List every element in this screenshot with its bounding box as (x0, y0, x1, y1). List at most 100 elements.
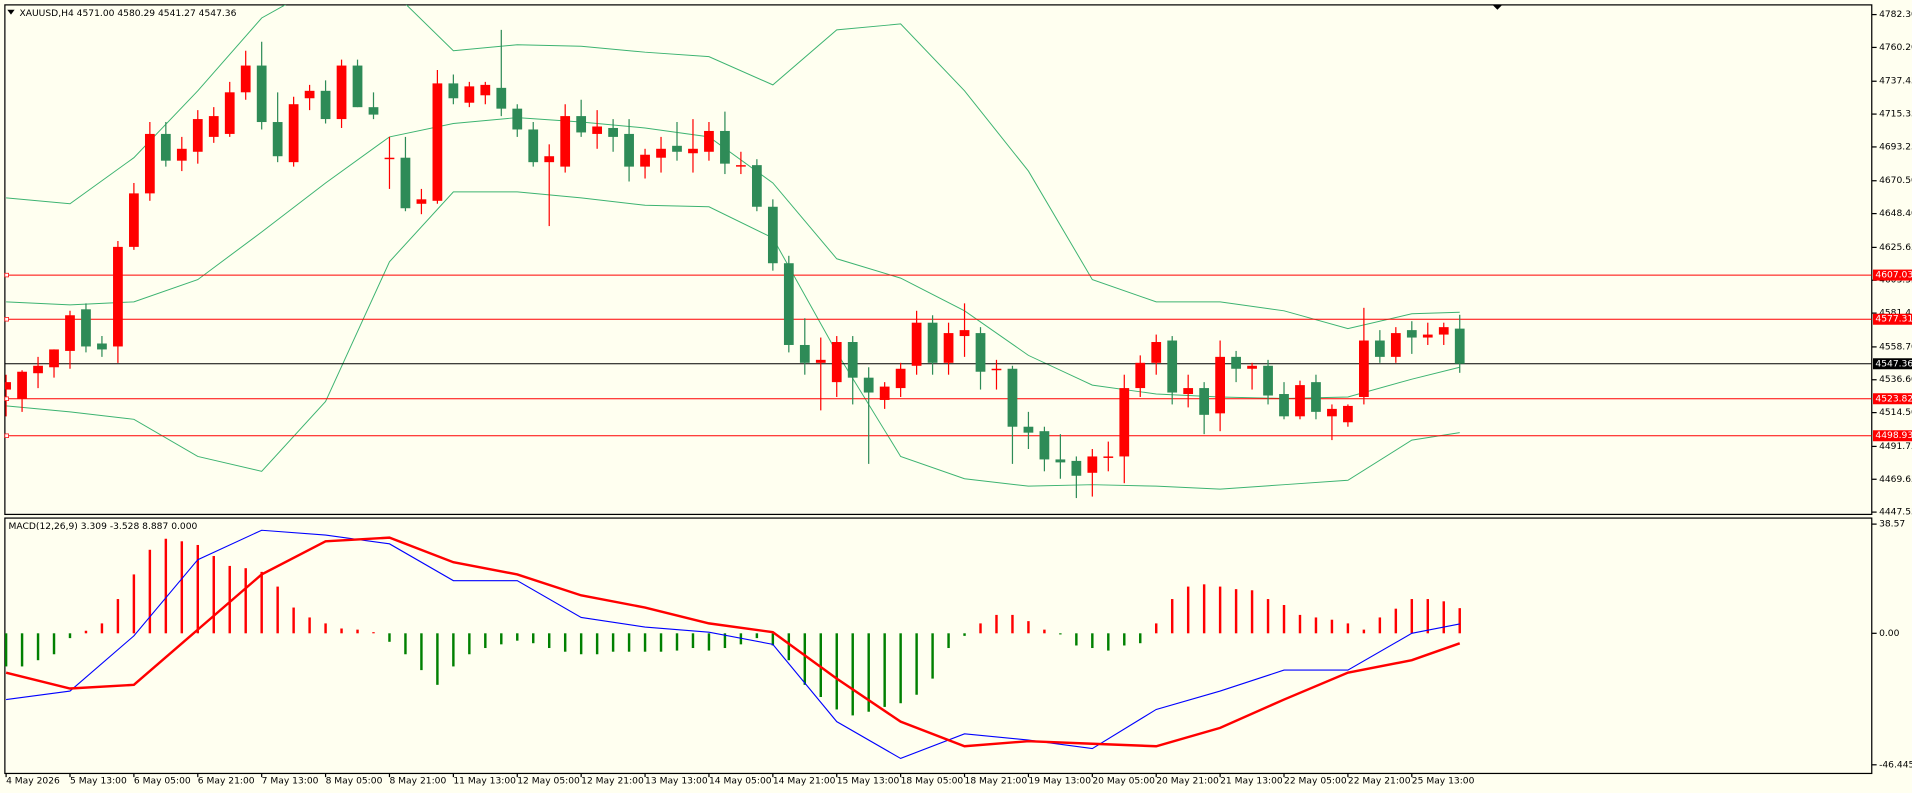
y-tick-label: 4447.55 (1879, 508, 1912, 518)
histogram-bar (4, 633, 8, 667)
histogram-bar (1059, 633, 1062, 635)
candle-body (544, 156, 555, 163)
y-tick-label: 4514.50 (1879, 408, 1912, 418)
candle-body (1343, 405, 1353, 423)
candle-body (640, 154, 650, 167)
histogram-bar (1107, 633, 1110, 651)
main-pane (4, 4, 1873, 516)
candle-body (943, 333, 954, 363)
candle-body (288, 104, 299, 163)
x-tick-label: 5 May 13:00 (70, 776, 127, 786)
x-tick-label: 18 May 05:00 (901, 776, 964, 786)
histogram-bar (148, 549, 152, 634)
candle-body (1390, 333, 1401, 357)
candle-body (1007, 368, 1018, 427)
histogram-bar (228, 565, 231, 634)
histogram-bar (180, 541, 184, 634)
candle-body (975, 333, 986, 372)
candle-body (81, 309, 91, 347)
histogram-bar (212, 556, 215, 634)
x-tick-label: 14 May 05:00 (709, 776, 772, 786)
candle-body (336, 65, 347, 120)
histogram-bar (1458, 608, 1461, 634)
candle-body (1119, 388, 1130, 457)
histogram-bar (1394, 608, 1398, 634)
histogram-bar (595, 633, 599, 655)
candle-body (1039, 431, 1050, 460)
candle-body (4, 382, 11, 390)
level-marker (4, 433, 9, 438)
candle-body (783, 263, 794, 345)
histogram-bar (1170, 599, 1174, 634)
histogram-bar (340, 628, 343, 634)
candle-body (751, 165, 762, 207)
candle-body (911, 322, 922, 366)
candle-body (608, 127, 618, 137)
histogram-bar (196, 544, 200, 634)
histogram-bar (643, 633, 647, 652)
y-tick-label: 4581.45 (1879, 309, 1912, 319)
candle-body (1135, 362, 1146, 389)
level-label: 4498.93 (1875, 431, 1912, 441)
candle-body (1151, 342, 1162, 363)
candle-body (448, 83, 459, 99)
histogram-bar (388, 633, 391, 642)
histogram-bar (308, 617, 311, 634)
histogram-bar (1266, 599, 1270, 634)
histogram-bar (1298, 614, 1302, 634)
candle-body (1215, 356, 1225, 414)
y-tick-label: 38.57 (1879, 520, 1905, 530)
level-box (1872, 430, 1912, 442)
y-tick-label: 4491.75 (1879, 442, 1912, 452)
x-tick-label: 19 May 13:00 (1028, 776, 1091, 786)
histogram-bar (372, 632, 375, 634)
histogram-bar (835, 633, 838, 710)
candle-body (1071, 460, 1082, 476)
x-tick-label: 14 May 21:00 (773, 776, 836, 786)
candle-body (895, 368, 906, 389)
x-tick-label: 12 May 05:00 (517, 776, 580, 786)
candle-body (1087, 456, 1098, 473)
candle-body (320, 90, 331, 120)
level-label: 4607.03 (1875, 271, 1912, 281)
chart-title: XAUUSD,H4 4571.00 4580.29 4541.27 4547.3… (20, 9, 237, 19)
histogram-bar (356, 629, 359, 634)
candle-body (384, 157, 395, 160)
x-tick-label: 15 May 13:00 (837, 776, 900, 786)
y-tick-label: 4603.55 (1879, 276, 1912, 286)
y-tick-label: 4715.35 (1879, 110, 1912, 120)
candle-body (129, 193, 139, 247)
histogram-bar (516, 633, 519, 641)
candle-body (576, 116, 587, 133)
candle-body (1311, 382, 1321, 412)
histogram-bar (1123, 633, 1126, 646)
current-price-box (1872, 358, 1912, 370)
y-tick-label: 4648.40 (1879, 209, 1912, 219)
candle-body (1295, 385, 1305, 417)
candle-body (304, 90, 315, 99)
histogram-bar (787, 633, 791, 661)
histogram-bar (84, 630, 88, 634)
level-marker (4, 272, 9, 278)
histogram-bar (1091, 633, 1094, 649)
histogram-bar (947, 633, 950, 649)
candle-body (1231, 356, 1241, 369)
candle-body (592, 126, 603, 134)
histogram-bar (1027, 621, 1030, 634)
x-tick-label: 22 May 05:00 (1284, 776, 1347, 786)
histogram-bar (739, 633, 743, 645)
histogram-bar (1330, 619, 1334, 634)
candle-body (1247, 365, 1257, 369)
candle-body (49, 349, 59, 368)
x-tick-label: 7 May 13:00 (262, 776, 319, 786)
histogram-bar (627, 633, 631, 652)
histogram-bar (324, 623, 327, 634)
histogram-bar (68, 633, 72, 639)
candle-body (1422, 334, 1433, 338)
candle-body (767, 206, 778, 264)
y-tick-label: 4536.60 (1879, 375, 1912, 385)
x-tick-label: 8 May 21:00 (389, 776, 446, 786)
histogram-bar (1186, 586, 1190, 634)
